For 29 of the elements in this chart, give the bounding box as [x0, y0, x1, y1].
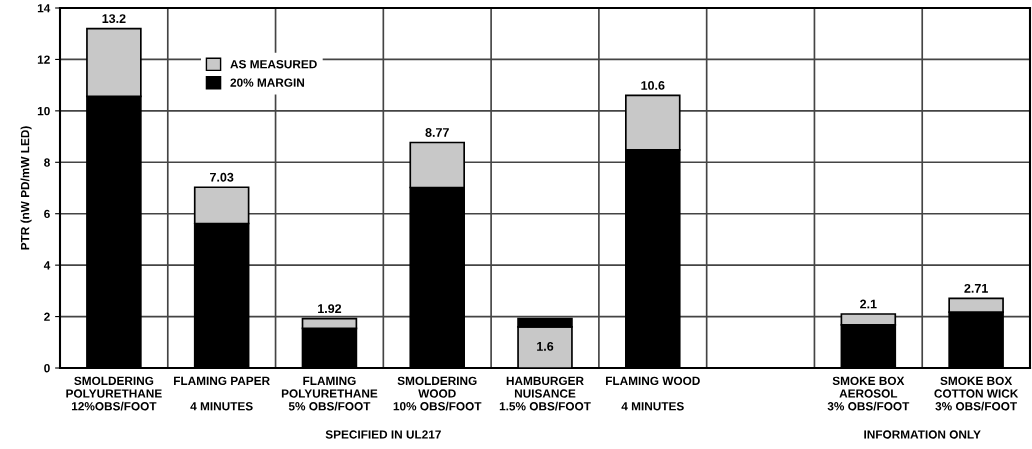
x-tick-label: FLAMING POLYURETHANE 5% OBS/FOOT [281, 376, 378, 411]
y-tick-label: 14 [37, 4, 51, 13]
total-label: 8.77 [425, 128, 449, 137]
total-label: 7.03 [210, 172, 234, 182]
category-label: FLAMING PAPER 4 MINUTES [174, 376, 270, 411]
data-label: 1.6 [537, 341, 554, 351]
total-label: 10.6 [641, 81, 665, 90]
y-tick-label: 8 [44, 158, 50, 167]
total-label: 2.1 [860, 299, 877, 309]
total-label: 2.71 [964, 283, 988, 293]
text: INFORMATION ONLY [864, 430, 981, 439]
x-tick-label: SMOKE BOX COTTON WICK 3% OBS/FOOT [934, 376, 1019, 411]
total-label: 1.92 [318, 304, 342, 314]
category-label: FLAMING WOOD 4 MINUTES [606, 376, 700, 411]
total-label: 13.2 [102, 14, 126, 24]
y-tick-label: 6 [44, 209, 50, 219]
y-tick-label: 12 [37, 55, 50, 64]
y-tick-label: 4 [43, 261, 51, 270]
x-tick-label: SMOLDERING WOOD 10% OBS/FOOT [393, 376, 482, 411]
x-tick-label: SMOKE BOX AEROSOL 3% OBS/FOOT [827, 376, 910, 411]
legend-label: AS MEASURED [230, 60, 317, 69]
y-tick-label: 10 [37, 106, 50, 116]
x-tick-label: SMOLDERING POLYURETHANE 12%OBS/FOOT [66, 376, 162, 411]
y-tick-label: 0 [44, 364, 50, 373]
legend-label: 20% MARGIN [230, 78, 305, 87]
text: SPECIFIED IN UL217 [325, 430, 441, 439]
x-tick-label: HAMBURGER NUISANCE 1.5% OBS/FOOT [499, 376, 591, 411]
y-tick-label: 2 [44, 312, 50, 321]
y-axis-title: PTR (nW PD/mW LED) [20, 126, 32, 250]
